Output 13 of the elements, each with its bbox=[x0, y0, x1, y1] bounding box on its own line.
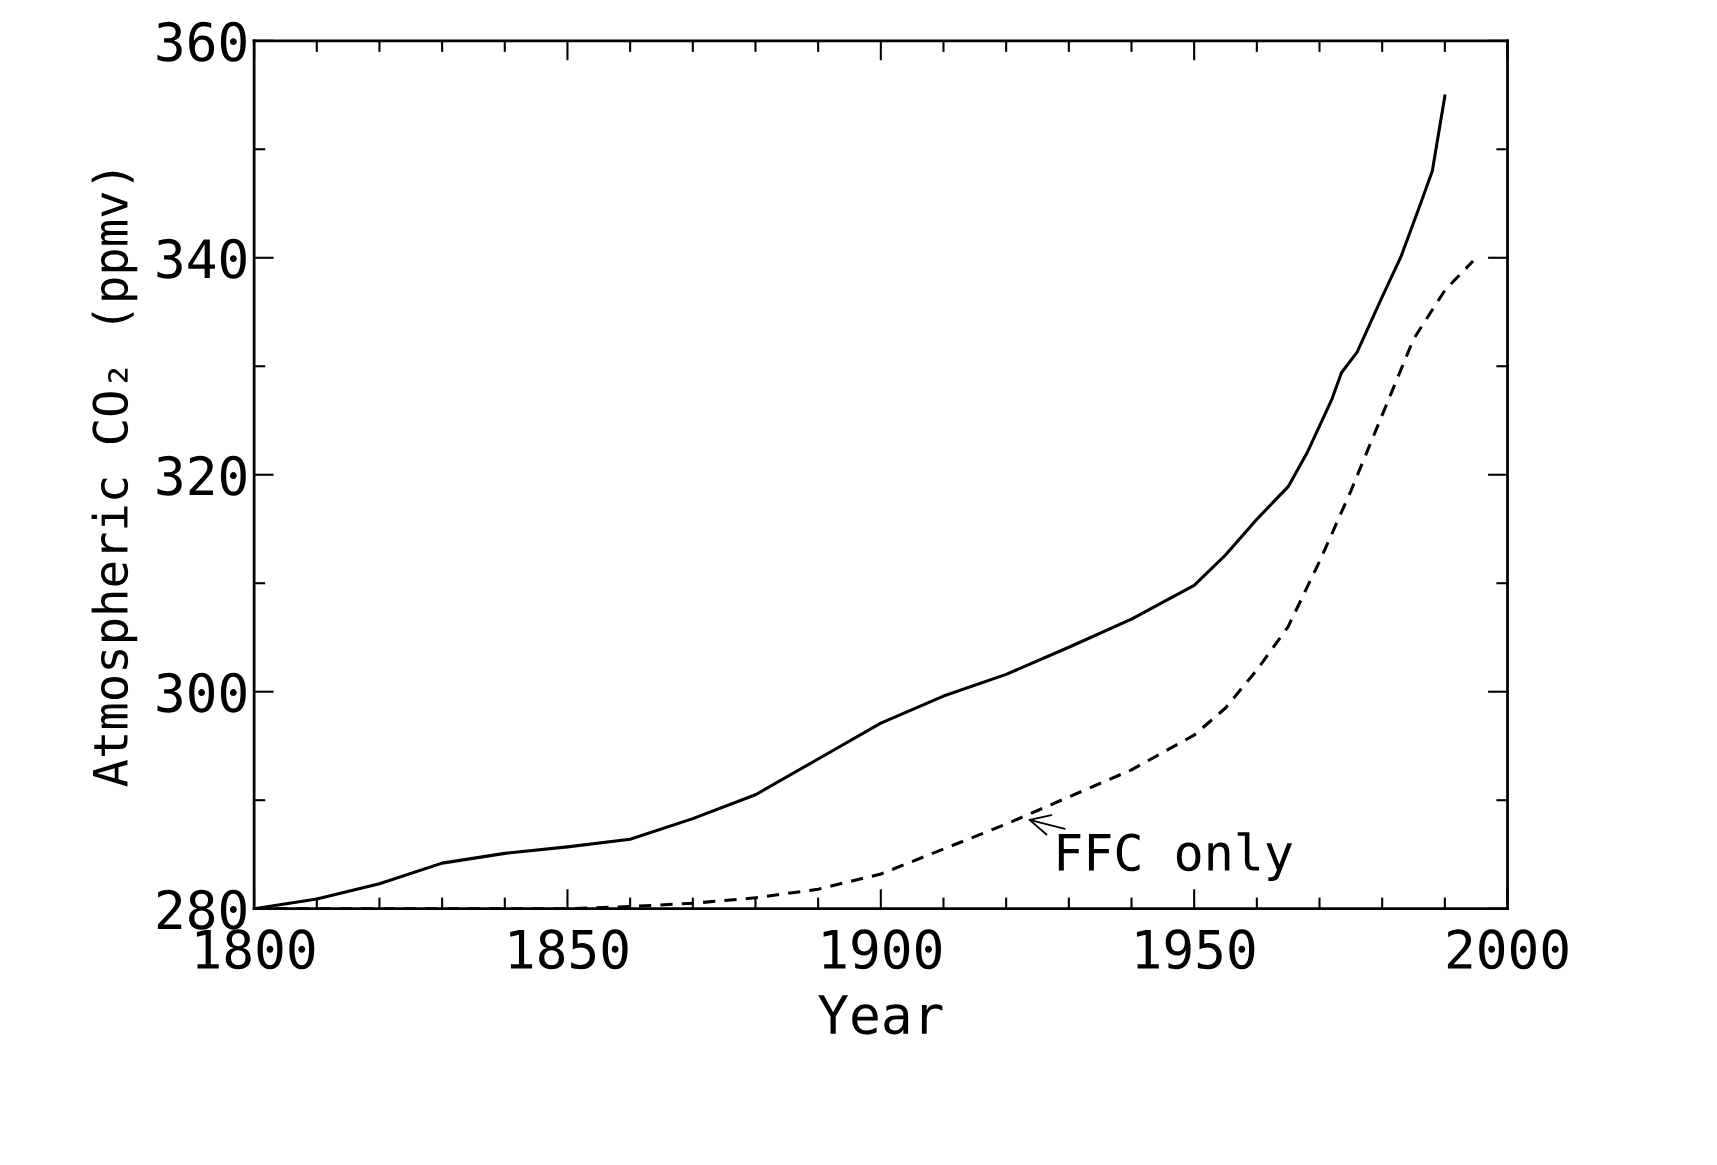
annotation: FFC only bbox=[1058, 832, 1293, 881]
x-tick-label: 1850 bbox=[510, 929, 628, 970]
x-tick-label: 2000 bbox=[1447, 929, 1568, 970]
x-tick-label: 1900 bbox=[823, 929, 941, 970]
y-tick-label: 280 bbox=[157, 889, 246, 930]
y-tick-label: 340 bbox=[157, 238, 246, 279]
x-axis-title: Year bbox=[818, 995, 943, 1035]
y-axis-title: Atmospheric CO₂ (ppmv) bbox=[91, 171, 138, 787]
y-tick-label: 300 bbox=[157, 672, 246, 713]
x-tick-label: 1800 bbox=[196, 929, 315, 970]
x-tick-label: 1950 bbox=[1136, 929, 1255, 970]
y-tick-label: 360 bbox=[157, 21, 246, 62]
y-tick-label: 320 bbox=[157, 455, 246, 496]
